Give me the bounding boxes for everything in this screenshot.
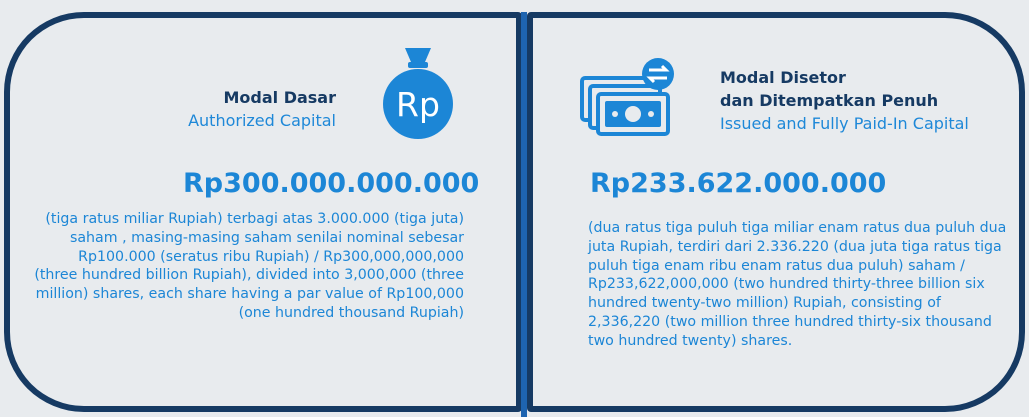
right-panel: [527, 12, 1025, 412]
title: Modal Dasar: [223, 88, 336, 107]
divider: [521, 12, 527, 417]
title-line: Modal Disetor: [720, 68, 846, 87]
icon-label: Rp: [396, 85, 440, 124]
left-panel: [4, 12, 522, 412]
title-line: dan Ditempatkan Penuh: [720, 91, 939, 110]
description: (tiga ratus miliar Rupiah) terbagi atas …: [34, 211, 464, 321]
money-bag-icon: Rp: [383, 48, 453, 139]
description: (dua ratus tiga puluh tiga miliar enam r…: [588, 220, 1007, 349]
subtitle: Issued and Fully Paid-In Capital: [720, 114, 969, 133]
amount: Rp300.000.000.000: [183, 168, 480, 199]
subtitle: Authorized Capital: [188, 111, 336, 130]
cash-icon: [580, 58, 674, 136]
amount: Rp233.622.000.000: [590, 168, 887, 199]
